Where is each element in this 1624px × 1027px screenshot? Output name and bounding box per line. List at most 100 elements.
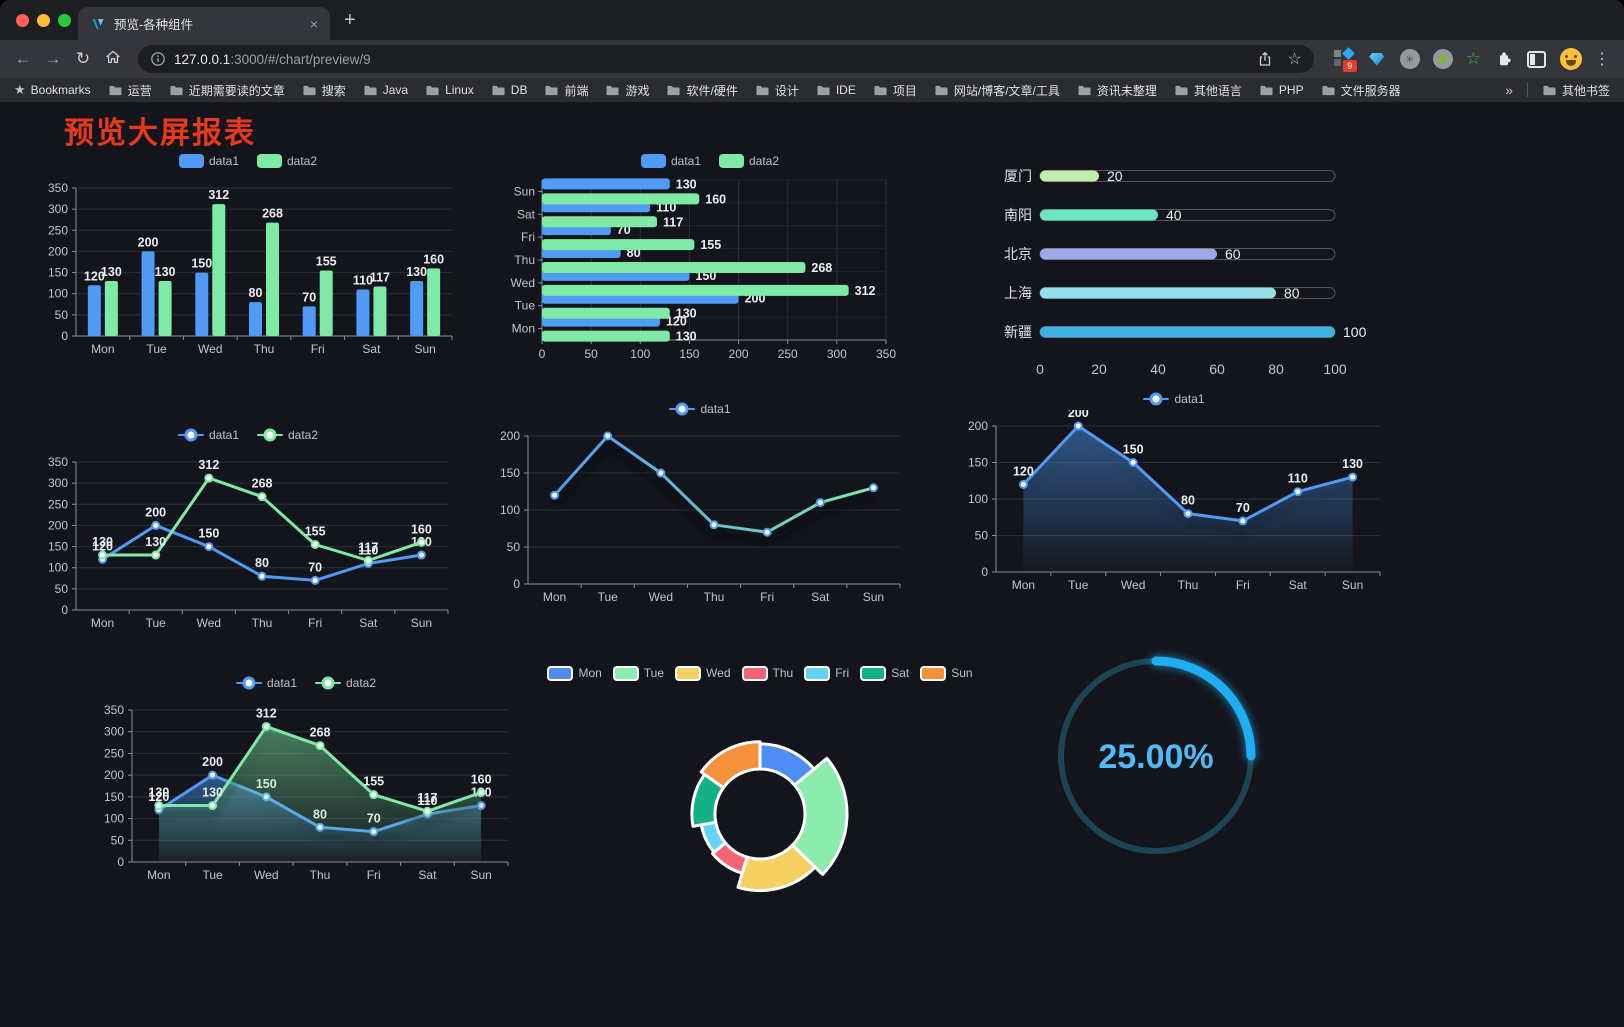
bookmarks-root[interactable]: ★ Bookmarks — [14, 82, 91, 98]
svg-text:40: 40 — [1166, 207, 1182, 223]
chart-gradient-line[interactable]: data1 0 50 100 150 200 Mon Tue Wed Thu Fri Sat Sun — [488, 398, 912, 610]
legend-item-Sat[interactable]: Sat — [860, 665, 909, 681]
bookmark-folder[interactable]: 文件服务器 — [1321, 82, 1401, 99]
chart-canvas[interactable]: 0 50 100 150 200 250 300 350 Mon Tue Wed Thu Fri Sat S… — [92, 694, 520, 888]
legend-item-data2[interactable]: data2 — [257, 154, 317, 168]
chart-progress-bars[interactable]: 厦门 20 南阳 40 北京 60 上海 80 新疆 100 0 20 40 60 80 100 — [982, 154, 1397, 382]
chart-canvas[interactable]: 0 50 100 150 200 250 300 350 Mon Tue Wed Thu Fri Sat S… — [36, 446, 460, 636]
pie-slice-Wed[interactable] — [736, 843, 817, 893]
browser-tab[interactable]: 预览-各种组件 × — [78, 7, 330, 40]
browser-menu-icon[interactable]: ⋮ — [1594, 51, 1610, 68]
extensions-puzzle-icon[interactable] — [1494, 49, 1514, 69]
home-icon[interactable] — [100, 49, 126, 70]
url-bar[interactable]: 127.0.0.1:3000/#/chart/preview/9 ☆ — [138, 45, 1314, 73]
extension-gem-icon[interactable] — [1367, 49, 1387, 69]
chart-canvas[interactable]: 0 50 100 150 200 250 300 350 Sun Sat Fri Thu Wed Tue M… — [498, 172, 922, 368]
bookmark-folder[interactable]: IDE — [816, 83, 856, 97]
bookmark-folder[interactable]: 项目 — [873, 82, 917, 99]
svg-text:50: 50 — [507, 540, 521, 554]
minimize-window-button[interactable] — [37, 14, 50, 27]
bookmark-folder[interactable]: 前端 — [544, 82, 588, 99]
chart-canvas[interactable]: 25.00% — [1040, 640, 1272, 872]
chart-two-area-lines[interactable]: data1 data2 0 50 100 150 200 250 300 350 Mon Tue Wed… — [92, 672, 520, 888]
legend-item-data1[interactable]: data1 — [177, 428, 239, 442]
tab-close-icon[interactable]: × — [309, 15, 318, 32]
other-bookmarks-folder[interactable]: 其他书签 — [1542, 82, 1610, 99]
site-info-icon[interactable] — [150, 51, 166, 67]
bookmark-folder[interactable]: 近期需要读的文章 — [169, 82, 285, 99]
chart-progress-ring[interactable]: 25.00% — [1040, 640, 1272, 872]
chart-rose-donut[interactable]: Mon Tue Wed Thu Fri Sat Sun — [547, 662, 973, 907]
bookmark-folder[interactable]: 搜索 — [302, 82, 346, 99]
bookmark-folder[interactable]: Java — [363, 83, 408, 97]
bookmark-star-icon[interactable]: ☆ — [1287, 51, 1302, 68]
close-window-button[interactable] — [16, 14, 29, 27]
legend-item-data2[interactable]: data2 — [315, 676, 376, 690]
legend-item-data1[interactable]: data1 — [640, 154, 701, 168]
chart-grouped-bar[interactable]: data1 data2 0 50 100 150 200 250 300 350 Mon Tue Wed… — [36, 150, 460, 362]
bookmark-folder[interactable]: 设计 — [755, 82, 799, 99]
side-panel-icon[interactable] — [1527, 50, 1546, 68]
legend-item-Mon[interactable]: Mon — [547, 665, 602, 681]
legend-item-data2[interactable]: data2 — [719, 154, 779, 168]
svg-text:60: 60 — [1225, 246, 1241, 262]
line-series-data1[interactable]: 120 200 150 80 70 110 130 — [92, 505, 432, 585]
window-controls — [16, 14, 71, 27]
legend-item-data1[interactable]: data1 — [178, 154, 239, 168]
profile-avatar[interactable] — [1560, 48, 1582, 70]
new-tab-button[interactable]: + — [344, 9, 356, 31]
progress-row-南阳[interactable]: 南阳 40 — [1004, 207, 1336, 223]
pie-slice-Tue[interactable] — [790, 756, 849, 876]
legend-item-Wed[interactable]: Wed — [675, 665, 731, 681]
zoom-window-button[interactable] — [58, 14, 71, 27]
bookmark-folder[interactable]: 游戏 — [605, 82, 649, 99]
line-series-data1[interactable] — [550, 431, 878, 545]
legend-item-data1[interactable]: data1 — [669, 402, 731, 416]
progress-row-厦门[interactable]: 厦门 20 — [1004, 168, 1336, 184]
bookmark-folder[interactable]: 运营 — [108, 82, 152, 99]
url-text[interactable]: 127.0.0.1:3000/#/chart/preview/9 — [174, 52, 1249, 67]
chart-canvas[interactable]: 厦门 20 南阳 40 北京 60 上海 80 新疆 100 0 20 40 60 80 100 — [982, 154, 1397, 382]
legend-item-data2[interactable]: data2 — [257, 428, 318, 442]
pie-slice-Sun[interactable] — [699, 740, 762, 790]
extension-proxy-icon[interactable]: 9 — [1333, 47, 1357, 72]
line-series-data2[interactable]: 130 130 312 268 155 117 160 — [92, 458, 432, 566]
pie-slice-Fri[interactable] — [699, 820, 727, 854]
progress-row-新疆[interactable]: 新疆 100 — [1004, 324, 1367, 340]
legend-item-data1[interactable]: data1 — [1143, 392, 1205, 406]
bookmark-folder[interactable]: 网站/博客/文章/工具 — [934, 82, 1060, 99]
legend-item-Sun[interactable]: Sun — [920, 665, 973, 681]
bookmark-folder[interactable]: 软件/硬件 — [666, 82, 738, 99]
bookmark-folder[interactable]: Linux — [425, 83, 474, 97]
chart-two-lines[interactable]: data1 data2 0 50 100 150 200 250 300 350 Mon Tue Wed… — [36, 424, 460, 636]
line-series-data2[interactable]: 130 130 312 268 155 117 160 — [148, 707, 492, 862]
bookmarks-overflow-icon[interactable]: » — [1505, 82, 1513, 98]
bookmark-folder[interactable]: PHP — [1259, 83, 1304, 97]
progress-row-北京[interactable]: 北京 60 — [1004, 246, 1336, 262]
chart-horizontal-bar[interactable]: data1 data2 0 50 100 150 200 250 300 350 Sun Sat Fri… — [498, 150, 922, 368]
bar-series-data1[interactable]: 120 200 150 80 70 110 130 — [84, 235, 427, 336]
legend-item-data1[interactable]: data1 — [235, 676, 297, 690]
bookmark-folder[interactable]: 资讯未整理 — [1077, 82, 1157, 99]
bookmark-folder[interactable]: DB — [491, 83, 527, 97]
share-icon[interactable] — [1257, 51, 1273, 67]
extension-star-icon[interactable]: ☆ — [1465, 49, 1481, 68]
bar-series-data2[interactable]: 130 130 312 268 155 117 160 — [101, 188, 444, 336]
chart-canvas[interactable]: 0 50 100 150 200 Mon Tue Wed Thu Fri Sat Sun — [488, 420, 912, 610]
line-series-data1[interactable]: 120 200 150 80 70 110 130 — [1013, 406, 1363, 572]
progress-row-上海[interactable]: 上海 80 — [1004, 285, 1336, 301]
extension-asterisk-icon[interactable]: ✳ — [1399, 49, 1420, 69]
chart-canvas[interactable] — [558, 684, 962, 907]
forward-icon[interactable]: → — [44, 49, 62, 68]
back-icon[interactable]: ← — [14, 49, 32, 68]
bookmark-folder[interactable]: 其他语言 — [1174, 82, 1242, 99]
chart-canvas[interactable]: 0 50 100 150 200 250 300 350 Mon Tue Wed Thu Fri Sat S… — [36, 172, 460, 362]
legend-item-Fri[interactable]: Fri — [804, 665, 849, 681]
chart-area-line[interactable]: data1 0 50 100 150 200 Mon Tue Wed Thu Fri Sat Sun 12… — [956, 388, 1392, 598]
hbar-series-data2[interactable]: 160 117 155 268 312 130 130 — [542, 192, 876, 344]
legend-item-Tue[interactable]: Tue — [612, 665, 664, 681]
reload-icon[interactable]: ↻ — [75, 49, 91, 68]
legend-item-Thu[interactable]: Thu — [741, 665, 793, 681]
extension-dot-icon[interactable] — [1432, 49, 1453, 69]
